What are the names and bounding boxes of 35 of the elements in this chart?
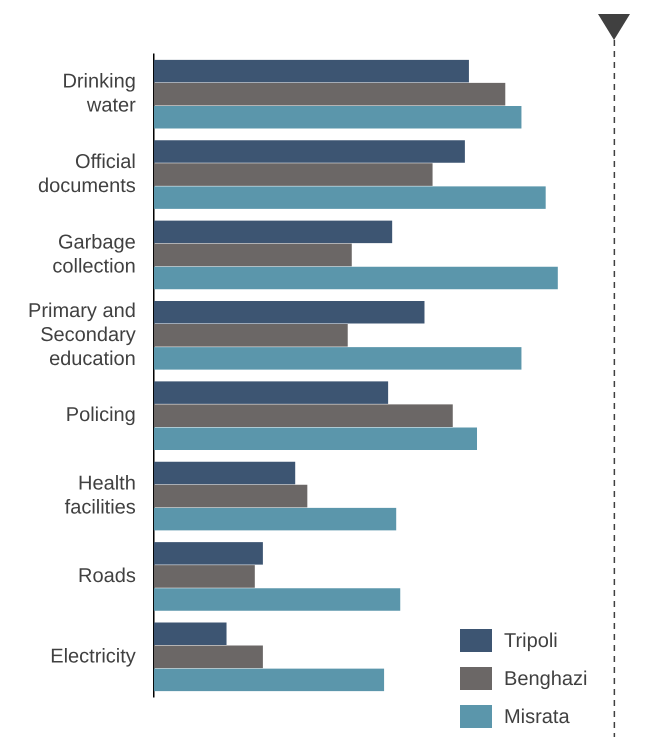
y-tick-label: Primary and Secondary education: [28, 300, 136, 370]
bar: [154, 324, 348, 347]
bar: [154, 484, 308, 508]
bar: [154, 668, 384, 692]
bar: [154, 60, 469, 82]
bar: [154, 347, 522, 370]
bar: [154, 427, 478, 450]
bar: [154, 300, 424, 324]
y-tick-label: Official documents: [38, 151, 136, 198]
bar: [154, 220, 392, 244]
legend-label: Tripoli: [504, 630, 558, 652]
bar: [154, 244, 352, 266]
y-tick-label: Roads: [78, 564, 136, 587]
y-tick-label: Drinking water: [62, 70, 136, 117]
bar: [154, 381, 388, 404]
bar: [154, 140, 465, 163]
bar: [154, 508, 396, 530]
bar: [154, 646, 263, 668]
y-tick-label: Garbage collection: [52, 231, 136, 278]
bar: [154, 404, 453, 427]
bar: [154, 82, 506, 106]
bar: [154, 462, 296, 484]
legend-label: Benghazi: [504, 668, 588, 690]
bar: [154, 266, 558, 290]
bar: [154, 106, 522, 129]
y-tick-label: Electricity: [50, 645, 136, 668]
y-tick-label: Health facilities: [64, 472, 136, 519]
bar: [154, 588, 400, 611]
y-tick-label: Policing: [66, 404, 136, 426]
bar: [154, 542, 263, 565]
bar: [154, 622, 227, 646]
bar: [154, 565, 255, 588]
bar: [154, 163, 433, 186]
legend-label: Misrata: [504, 706, 570, 728]
bar: [154, 186, 546, 209]
